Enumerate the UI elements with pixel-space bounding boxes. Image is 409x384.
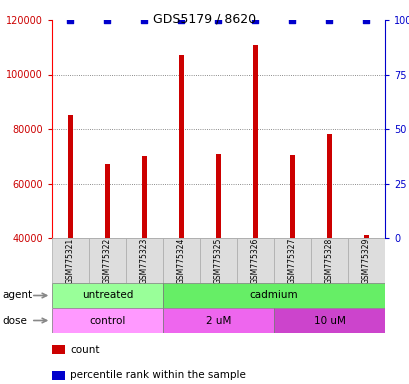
Bar <box>52 283 163 308</box>
Point <box>326 17 332 23</box>
Text: GDS5179 / 8620: GDS5179 / 8620 <box>153 12 256 25</box>
Text: agent: agent <box>2 291 32 301</box>
Bar <box>52 238 89 283</box>
Text: percentile rank within the sample: percentile rank within the sample <box>70 370 245 380</box>
Bar <box>200 238 236 283</box>
Bar <box>52 345 65 354</box>
Bar <box>52 308 163 333</box>
Point <box>252 17 258 23</box>
Text: GSM775328: GSM775328 <box>324 237 333 284</box>
Point <box>215 17 221 23</box>
Bar <box>310 238 347 283</box>
Bar <box>126 238 163 283</box>
Bar <box>67 115 73 347</box>
Point <box>288 17 295 23</box>
Point <box>362 17 369 23</box>
Text: GSM775321: GSM775321 <box>66 237 75 284</box>
Text: GSM775323: GSM775323 <box>139 237 148 284</box>
Bar <box>347 238 384 283</box>
Bar <box>163 238 200 283</box>
Text: control: control <box>89 316 126 326</box>
Text: GSM775325: GSM775325 <box>213 237 222 284</box>
Bar <box>52 371 65 380</box>
Bar <box>163 283 384 308</box>
Bar <box>326 134 331 347</box>
Text: dose: dose <box>2 316 27 326</box>
Bar <box>142 156 147 347</box>
Point <box>141 17 147 23</box>
Text: GSM775324: GSM775324 <box>177 237 186 284</box>
Bar <box>273 308 384 333</box>
Bar <box>252 45 258 347</box>
Bar <box>163 308 273 333</box>
Text: count: count <box>70 345 99 355</box>
Bar <box>363 235 369 347</box>
Point <box>104 17 110 23</box>
Text: 2 uM: 2 uM <box>205 316 231 326</box>
Bar <box>236 238 273 283</box>
Text: cadmium: cadmium <box>249 291 298 301</box>
Text: GSM775327: GSM775327 <box>287 237 296 284</box>
Bar <box>273 238 310 283</box>
Text: untreated: untreated <box>82 291 133 301</box>
Text: GSM775329: GSM775329 <box>361 237 370 284</box>
Bar <box>178 55 184 347</box>
Text: 10 uM: 10 uM <box>313 316 345 326</box>
Bar <box>289 155 294 347</box>
Point <box>178 17 184 23</box>
Bar <box>89 238 126 283</box>
Point <box>67 17 74 23</box>
Bar <box>215 154 221 347</box>
Text: GSM775322: GSM775322 <box>103 237 112 284</box>
Bar <box>104 164 110 347</box>
Text: GSM775326: GSM775326 <box>250 237 259 284</box>
